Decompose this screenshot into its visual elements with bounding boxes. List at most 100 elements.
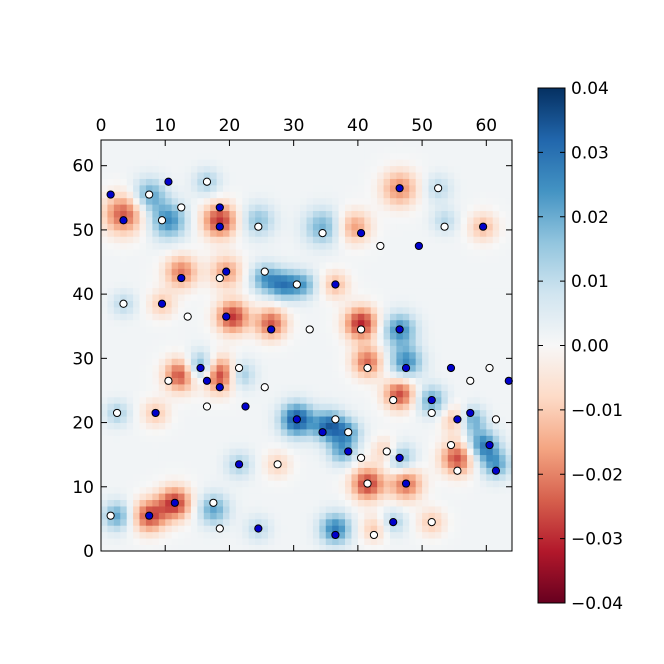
heatmap-cell (377, 274, 384, 282)
heatmap-cell (178, 518, 185, 526)
heatmap-cell (274, 525, 282, 533)
heatmap-cell (229, 480, 237, 488)
heatmap-cell (364, 454, 372, 462)
heatmap-cell (101, 364, 108, 372)
heatmap-cell (345, 480, 352, 488)
heatmap-cell (267, 499, 275, 507)
heatmap-cell (107, 294, 115, 301)
heatmap-cell (325, 242, 333, 250)
heatmap-cell (447, 287, 455, 295)
heatmap-cell (216, 512, 224, 520)
heatmap-cell (248, 339, 256, 346)
heatmap-cell (467, 493, 474, 501)
heatmap-cell (267, 197, 275, 205)
heatmap-cell (242, 377, 250, 385)
heatmap-cell (248, 371, 256, 379)
heatmap-cell (120, 236, 128, 244)
heatmap-cell (248, 204, 256, 212)
heatmap-cell (434, 294, 442, 301)
heatmap-cell (261, 326, 269, 334)
heatmap-cell (210, 544, 217, 552)
heatmap-cell (338, 204, 346, 212)
heatmap-cell (447, 467, 455, 475)
heatmap-cell (120, 403, 128, 411)
heatmap-cell (486, 313, 494, 321)
heatmap-cell (242, 428, 250, 436)
heatmap-cell (101, 525, 108, 533)
heatmap-cell (467, 396, 474, 404)
heatmap-cell (300, 377, 307, 385)
heatmap-cell (107, 525, 115, 533)
heatmap-cell (447, 172, 455, 179)
heatmap-cell (287, 486, 295, 494)
heatmap-cell (454, 403, 462, 411)
heatmap-cell (370, 249, 378, 256)
heatmap-cell (223, 152, 230, 160)
heatmap-cell (499, 172, 506, 179)
heatmap-cell (312, 242, 320, 250)
heatmap-cell (409, 493, 417, 501)
heatmap-cell (101, 184, 108, 192)
heatmap-cell (293, 345, 301, 353)
heatmap-cell (370, 506, 378, 513)
heatmap-cell (287, 512, 295, 520)
heatmap-cell (377, 493, 384, 501)
heatmap-cell (171, 428, 179, 436)
heatmap-cell (479, 165, 487, 173)
heatmap-cell (261, 428, 269, 436)
heatmap-cell (293, 525, 301, 533)
heatmap-cell (165, 486, 173, 494)
heatmap-cell (364, 313, 372, 321)
heatmap-cell (293, 204, 301, 212)
heatmap-cell (203, 467, 211, 475)
heatmap-cell (120, 172, 128, 179)
heatmap-cell (467, 390, 474, 398)
heatmap-cell (107, 140, 115, 147)
heatmap-cell (235, 332, 243, 340)
heatmap-cell (235, 422, 243, 430)
heatmap-cell (357, 441, 365, 449)
heatmap-cell (113, 441, 121, 449)
heatmap-cell (377, 178, 384, 186)
heatmap-cell (312, 339, 320, 346)
heatmap-cell (235, 319, 243, 327)
heatmap-cell (255, 242, 262, 250)
heatmap-cell (158, 390, 166, 398)
heatmap-cell (158, 351, 166, 359)
heatmap-cell (473, 531, 481, 539)
heatmap-cell (267, 332, 275, 340)
heatmap-cell (158, 223, 166, 231)
heatmap-cell (454, 262, 462, 269)
heatmap-cell (235, 326, 243, 334)
filled-marker (414, 241, 423, 251)
open-marker (119, 299, 128, 308)
heatmap-cell (370, 306, 378, 314)
heatmap-cell (216, 326, 224, 334)
heatmap-cell (383, 146, 391, 154)
heatmap-cell (107, 364, 115, 372)
heatmap-cell (223, 454, 230, 462)
heatmap-cell (133, 242, 140, 250)
heatmap-cell (229, 223, 237, 231)
heatmap-cell (203, 159, 211, 167)
heatmap-cell (312, 538, 320, 545)
heatmap-cell (287, 294, 295, 301)
heatmap-cell (261, 512, 269, 520)
heatmap-cell (133, 441, 140, 449)
heatmap-cell (467, 403, 474, 411)
heatmap-cell (486, 499, 494, 507)
heatmap-cell (171, 525, 179, 533)
heatmap-cell (409, 473, 417, 481)
heatmap-cell (235, 191, 243, 199)
heatmap-cell (370, 146, 378, 154)
heatmap-cell (377, 165, 384, 173)
heatmap-cell (499, 159, 506, 167)
heatmap-cell (409, 306, 417, 314)
heatmap-cell (486, 512, 494, 520)
heatmap-cell (505, 525, 513, 533)
heatmap-cell (332, 178, 340, 186)
heatmap-cell (467, 435, 474, 443)
heatmap-cell (345, 345, 352, 353)
heatmap-cell (370, 467, 378, 475)
heatmap-cell (261, 300, 269, 308)
